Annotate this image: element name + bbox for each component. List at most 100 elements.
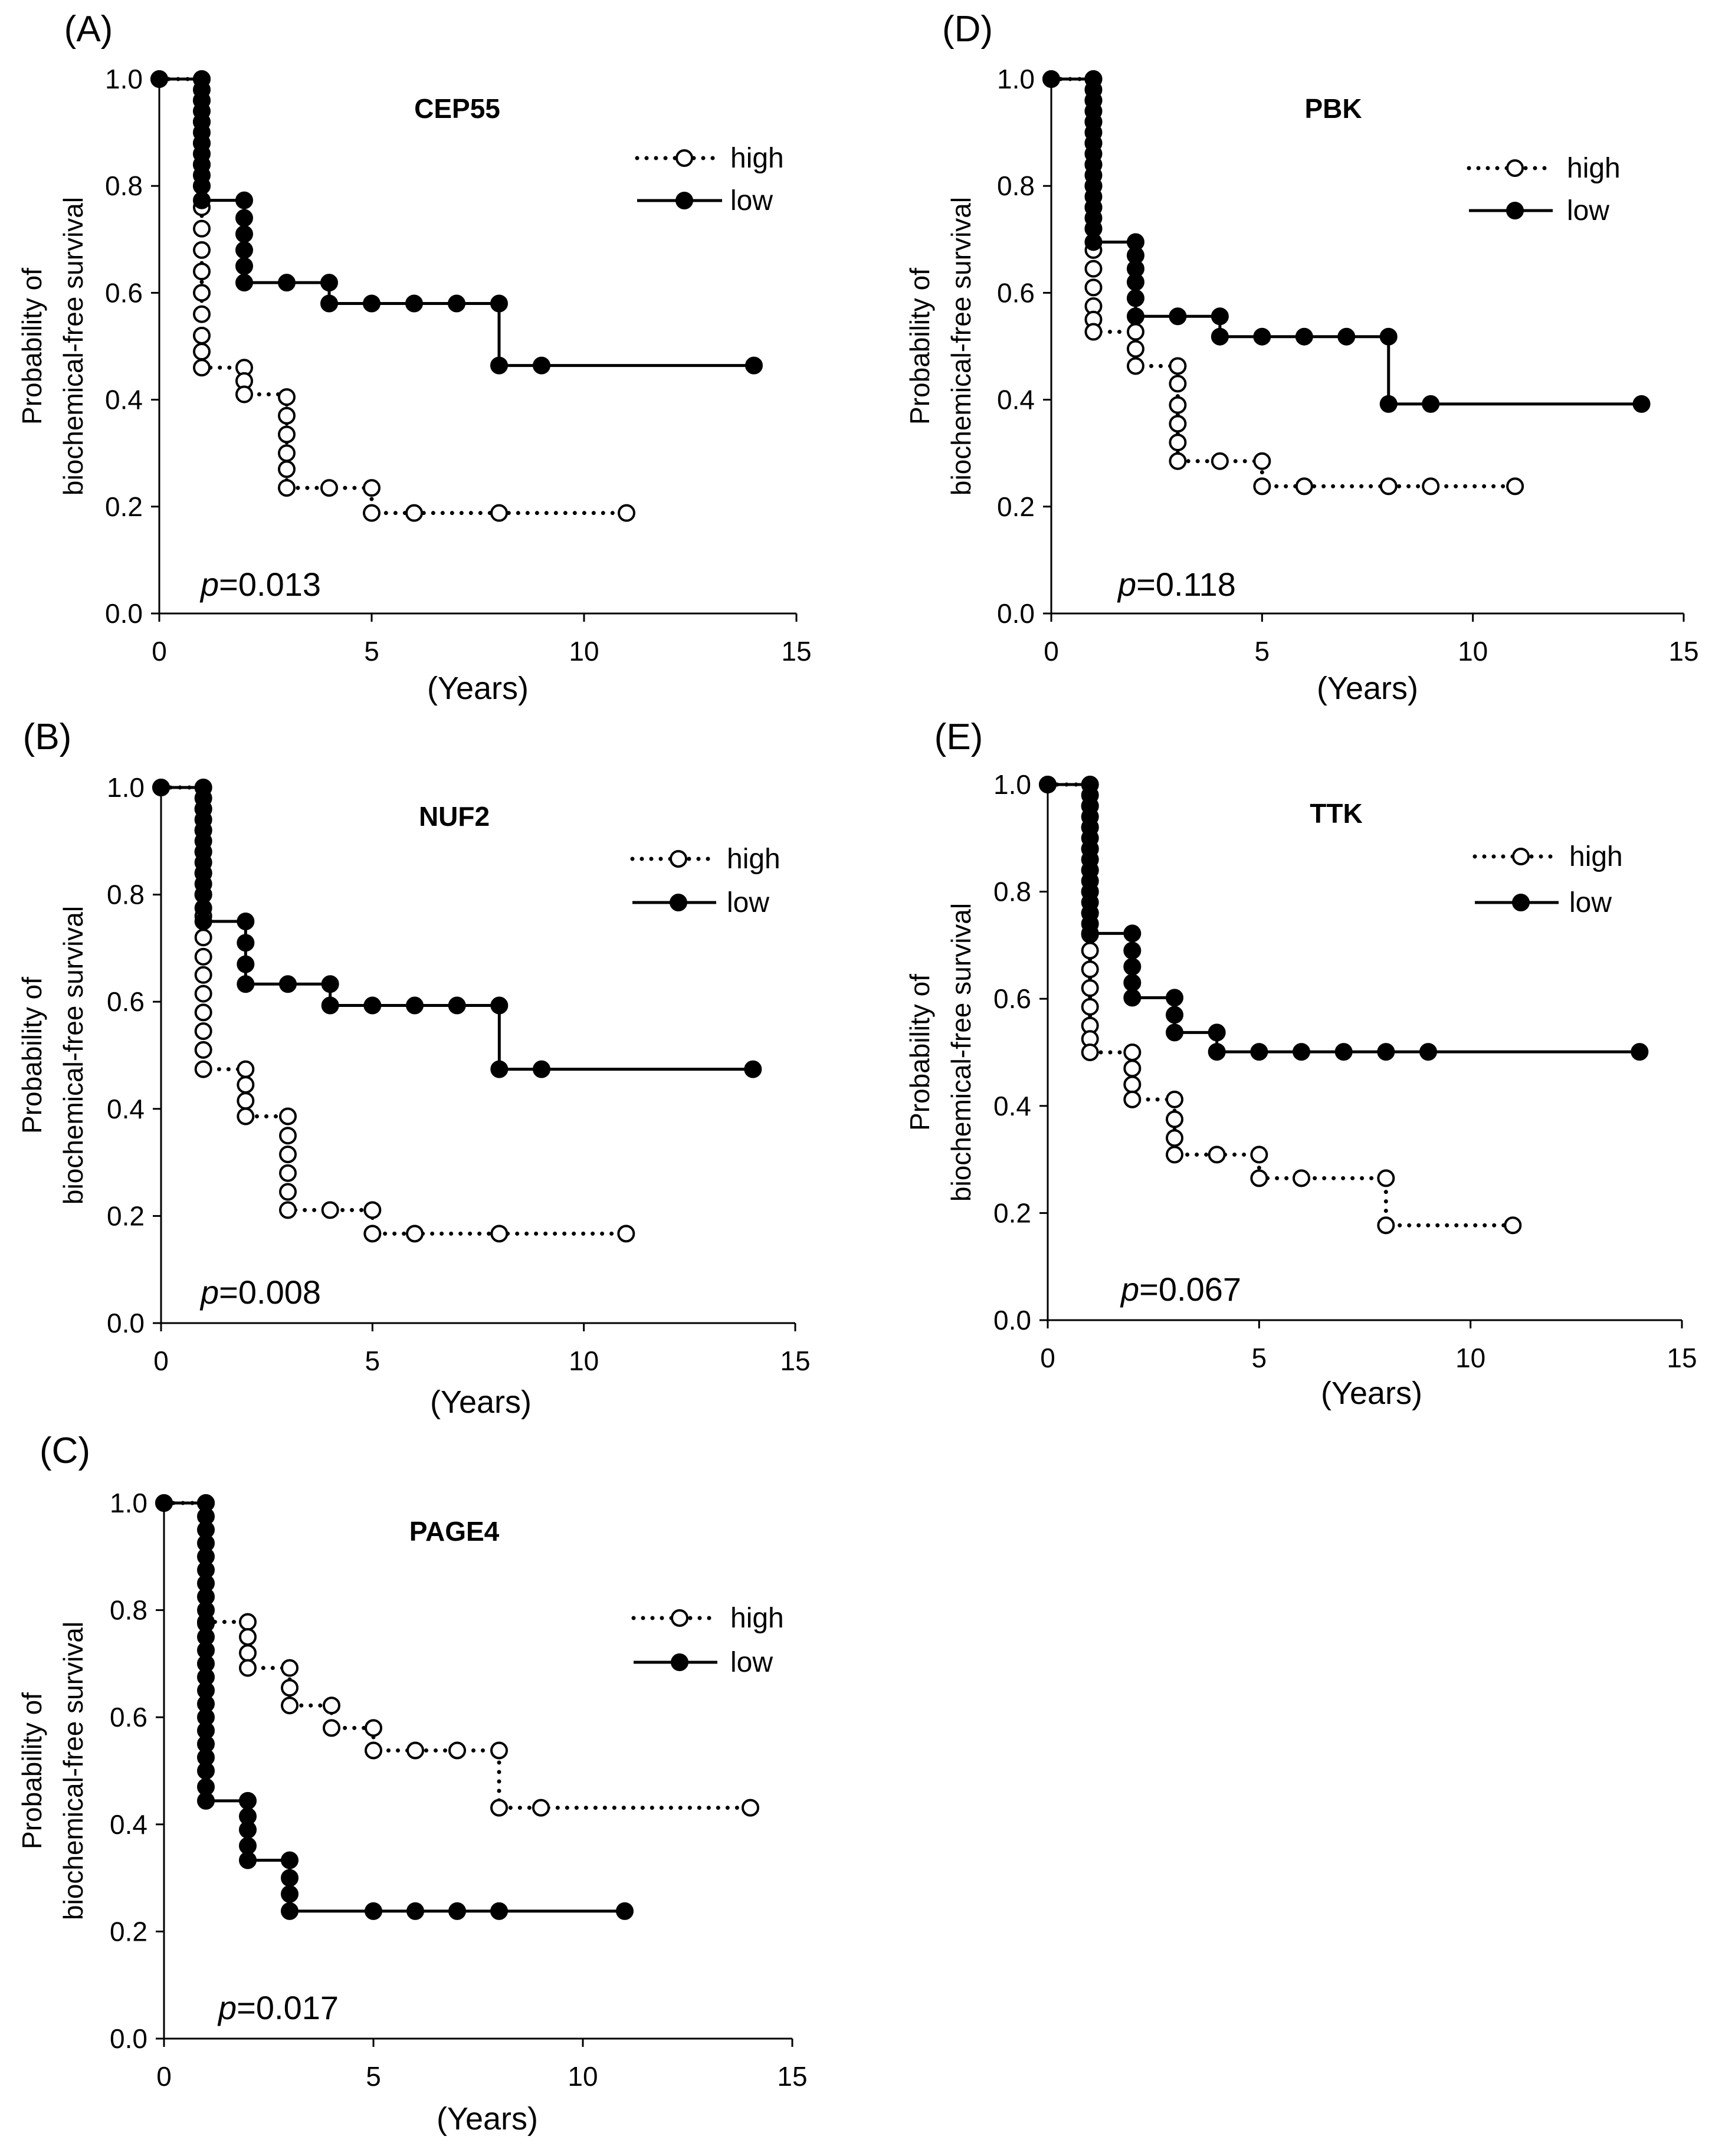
data-point-high	[235, 385, 253, 403]
x-axis-title: (Years)	[427, 671, 529, 706]
data-point-high	[1169, 357, 1187, 375]
data-point-high	[1504, 1216, 1522, 1235]
data-point-low	[320, 274, 338, 292]
data-point-high	[1211, 452, 1229, 470]
data-point-low	[235, 274, 253, 292]
data-point-high	[1208, 1146, 1226, 1164]
data-point-low	[237, 955, 255, 973]
y-tick-label: 0.8	[997, 170, 1035, 201]
data-point-high	[239, 1659, 257, 1677]
data-point-high	[1293, 1169, 1310, 1187]
x-tick-label: 5	[1255, 636, 1270, 667]
p-value-prefix: p	[199, 566, 219, 603]
data-point-high	[278, 479, 296, 497]
data-point-high	[1169, 396, 1187, 414]
data-point-low	[448, 996, 466, 1015]
data-point-high	[194, 1060, 212, 1078]
survival-curve-high	[157, 77, 629, 516]
y-axis-title-line2: biochemical-free survival	[58, 906, 88, 1205]
x-tick-label: 10	[1458, 636, 1488, 667]
data-point-high	[1084, 278, 1103, 297]
data-point-low	[278, 274, 296, 292]
panel-label: (E)	[934, 717, 983, 757]
data-point-low	[1379, 395, 1398, 413]
y-axis-title-line1: Probability of	[17, 1692, 47, 1849]
legend-label-low: low	[730, 1647, 773, 1678]
y-axis-title-line1: Probability of	[904, 974, 935, 1131]
data-point-low	[448, 294, 465, 313]
data-point-high	[1169, 415, 1187, 433]
x-tick-label: 10	[568, 2061, 598, 2092]
p-value-prefix: p	[199, 1274, 219, 1311]
y-tick-label: 0.0	[997, 598, 1035, 629]
x-axis-title: (Years)	[1317, 671, 1418, 706]
series-low	[155, 1494, 634, 1920]
data-point-low	[1123, 924, 1142, 943]
data-point-high	[742, 1799, 759, 1817]
data-point-low	[279, 975, 297, 993]
y-tick-label: 0.8	[105, 170, 143, 201]
x-tick-label: 5	[365, 1346, 381, 1376]
y-tick-label: 0.6	[107, 986, 145, 1017]
y-tick-label: 1.0	[105, 64, 143, 94]
x-tick-label: 5	[1252, 1343, 1267, 1373]
data-point-low	[490, 1060, 509, 1078]
gene-title: PAGE4	[409, 1516, 500, 1547]
data-point-high	[1081, 979, 1099, 997]
p-value: p=0.017	[217, 1989, 339, 2026]
data-point-low	[152, 779, 170, 796]
x-tick-label: 0	[152, 636, 167, 667]
x-tick-label: 0	[156, 2061, 172, 2092]
data-point-high	[323, 1719, 340, 1737]
data-point-low	[1377, 1043, 1395, 1061]
data-point-low	[1169, 307, 1187, 326]
survival-curve-high	[159, 785, 628, 1236]
y-tick-label: 0.2	[997, 491, 1035, 522]
legend-label-high: high	[730, 143, 784, 174]
data-point-high	[1166, 1110, 1183, 1128]
data-point-high	[1123, 1059, 1142, 1078]
panel-label: (D)	[942, 9, 993, 50]
legend-marker-low	[670, 894, 687, 911]
data-point-high	[193, 343, 211, 361]
data-point-high	[1169, 375, 1187, 393]
survival-curve-high	[1045, 782, 1515, 1228]
data-point-high	[1166, 1146, 1183, 1164]
p-value-prefix: p	[1120, 1271, 1139, 1308]
data-point-low	[1166, 989, 1183, 1007]
data-point-high	[194, 947, 212, 966]
y-tick-label: 0.4	[993, 1091, 1031, 1121]
legend-label-high: high	[1567, 153, 1621, 184]
data-point-low	[1123, 957, 1142, 976]
data-point-high	[278, 444, 296, 462]
data-point-low	[406, 996, 424, 1015]
y-tick-label: 0.2	[105, 491, 143, 522]
data-point-high	[1084, 323, 1103, 341]
x-tick-label: 10	[1455, 1343, 1485, 1373]
data-point-high	[239, 1644, 257, 1662]
gene-title: CEP55	[414, 93, 500, 124]
data-point-low	[490, 356, 508, 375]
data-point-low	[1632, 395, 1651, 413]
y-tick-label: 0.8	[993, 877, 1031, 907]
data-point-low	[235, 191, 253, 209]
x-tick-label: 0	[1044, 636, 1059, 667]
legend-marker-high	[1506, 159, 1524, 177]
data-point-low	[533, 1060, 550, 1078]
data-point-low	[1126, 289, 1144, 307]
data-point-low	[1126, 307, 1144, 326]
data-point-low	[533, 356, 550, 375]
data-point-low	[193, 191, 211, 209]
data-point-high	[1169, 452, 1187, 470]
series-low	[1039, 776, 1649, 1061]
data-point-low	[1039, 776, 1057, 793]
y-tick-label: 0.4	[107, 1094, 145, 1124]
x-tick-label: 5	[366, 2061, 381, 2092]
data-point-high	[1081, 960, 1099, 979]
data-point-high	[279, 1201, 297, 1219]
data-point-low	[239, 1791, 257, 1810]
data-point-low	[616, 1902, 634, 1920]
data-point-low	[1084, 233, 1103, 251]
data-point-high	[1422, 477, 1440, 495]
data-point-high	[1081, 1043, 1099, 1061]
